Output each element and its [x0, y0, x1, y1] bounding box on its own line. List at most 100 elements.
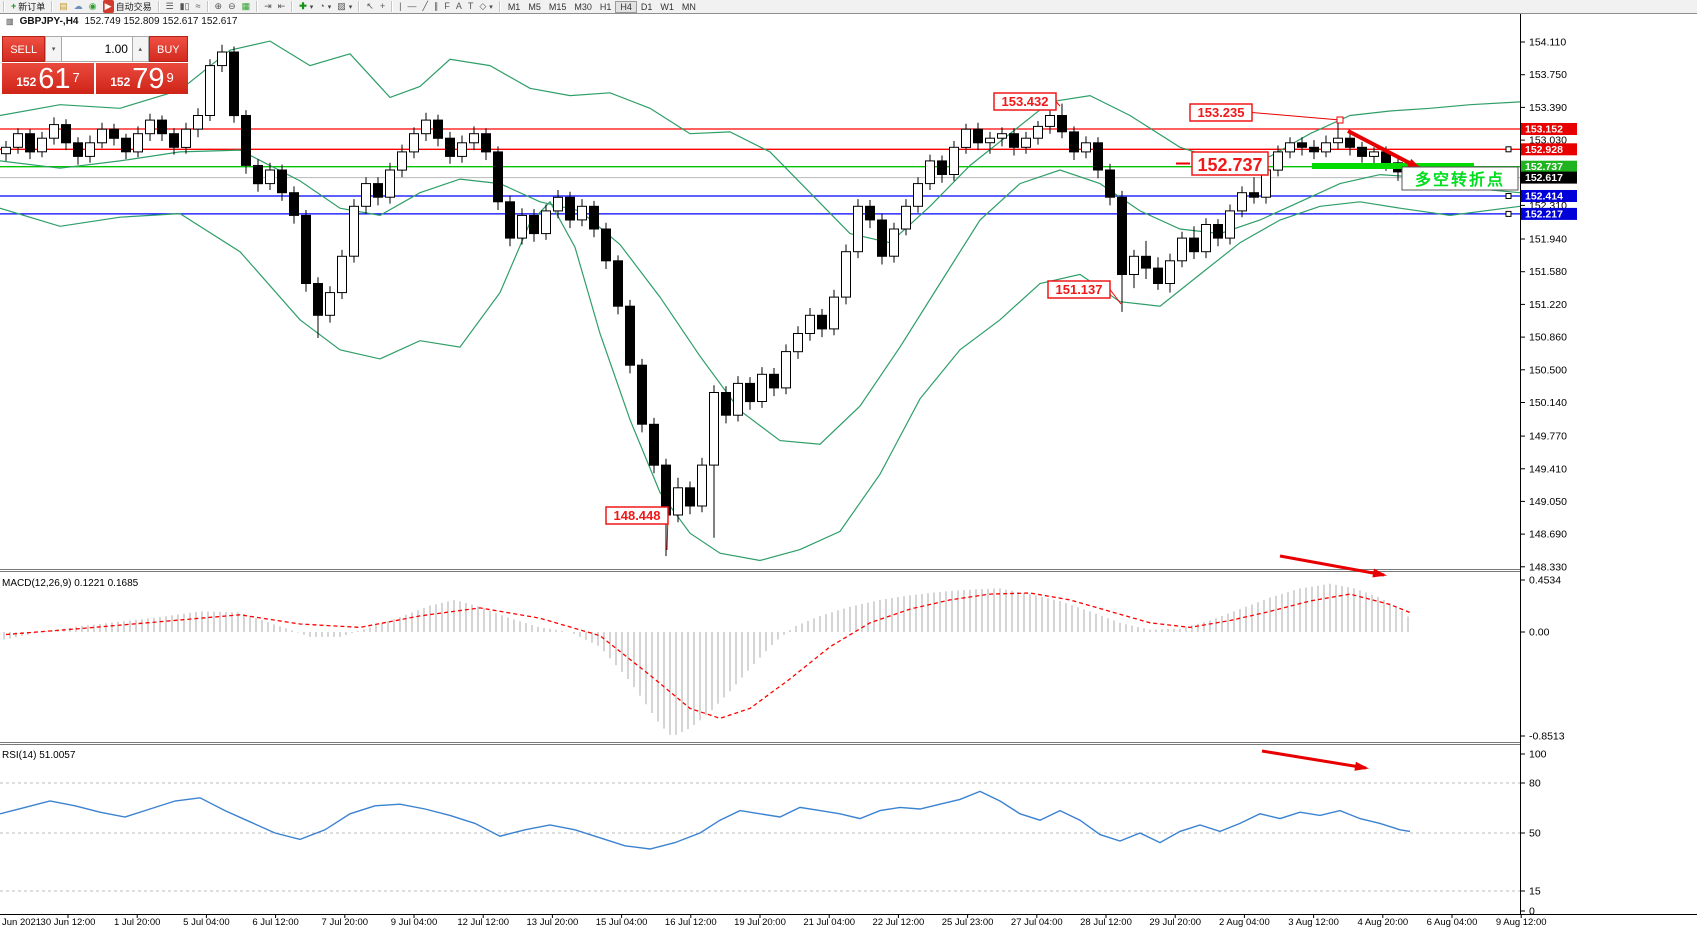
line-handle[interactable] [1505, 210, 1512, 217]
bollinger-bands [0, 40, 1521, 562]
zoom-in-button[interactable]: ⊕ [212, 0, 226, 13]
price-axis[interactable]: 154.110153.750153.390153.030152.310151.9… [1505, 14, 1697, 918]
timeframe-d1-button[interactable]: D1 [640, 1, 653, 12]
candle [1081, 142, 1091, 153]
fibonacci-button[interactable]: F [441, 0, 453, 13]
sell-price-panel[interactable]: 152 61 7 [2, 63, 94, 94]
timeframe-m15-button[interactable]: M15 [548, 1, 567, 12]
candle [1237, 192, 1247, 212]
chevron-down-icon: ▾ [327, 3, 332, 11]
price-annotation-153.235[interactable]: 153.235 [1189, 103, 1344, 124]
svg-text:149.410: 149.410 [1529, 463, 1567, 475]
svg-text:154.110: 154.110 [1529, 37, 1566, 49]
macd-trend-arrow[interactable] [1279, 554, 1387, 578]
buy-button[interactable]: BUY [148, 36, 188, 62]
zoom-out-button[interactable]: ⊖ [225, 0, 239, 13]
vertical-line-button[interactable]: | [396, 0, 404, 13]
rsi-trend-arrow[interactable] [1261, 749, 1369, 771]
chart-mini-icon: ▥ [6, 17, 14, 26]
timeframe-m5-button[interactable]: M5 [528, 1, 541, 12]
sell-button[interactable]: SELL [2, 36, 46, 62]
svg-text:2 Aug 04:00: 2 Aug 04:00 [1219, 917, 1270, 928]
cn-note-box[interactable]: 多空转折点 [1401, 166, 1519, 191]
candle [685, 487, 695, 507]
sell-price-big-figure: 152 [16, 75, 37, 89]
annotations[interactable]: 153.432 153.235 152.737 151.137 148.448 多空转折点 [605, 92, 1519, 771]
candle [637, 364, 647, 425]
candle [97, 128, 107, 144]
timeframe-m1-button[interactable]: M1 [507, 1, 521, 12]
volume-input[interactable] [61, 36, 132, 62]
candle [613, 260, 623, 307]
candle [277, 169, 287, 194]
line-handle[interactable] [1505, 146, 1512, 153]
bar-chart-mode-button[interactable]: ☰ [163, 0, 177, 13]
tile-windows-button[interactable]: ▦ [239, 0, 254, 13]
candle [1057, 115, 1067, 133]
candle [457, 142, 467, 157]
candle [757, 373, 767, 402]
trendline-button[interactable]: ╱ [419, 0, 430, 13]
buy-price-panel[interactable]: 152 79 9 [96, 63, 188, 94]
candle [469, 133, 479, 144]
horizontal-line-icon: — [407, 1, 417, 11]
candle [421, 119, 431, 135]
timeframe-h1-button[interactable]: H1 [599, 1, 612, 12]
candle [841, 251, 851, 298]
candle [73, 142, 83, 157]
crosshair-button[interactable]: + [377, 0, 388, 13]
svg-text:1 Jul 20:00: 1 Jul 20:00 [114, 917, 160, 928]
chevron-down-icon: ▾ [309, 3, 314, 11]
timeframe-h4-button[interactable]: H4 [615, 0, 637, 13]
svg-text:4 Aug 20:00: 4 Aug 20:00 [1357, 917, 1408, 928]
equidistant-channel-button[interactable]: ∥ [431, 0, 442, 13]
timeframe-m30-button[interactable]: M30 [574, 1, 592, 12]
candlestick-mode-button[interactable]: ▮▯ [177, 0, 193, 13]
new-order-button[interactable]: + 新订单 [8, 0, 48, 13]
candle [733, 382, 743, 416]
line-handle[interactable] [1505, 193, 1512, 199]
price-annotation-148.448[interactable]: 148.448 [605, 506, 669, 551]
price-annotation-152.737[interactable]: 152.737 [1176, 151, 1269, 176]
auto-scroll-button[interactable]: ⇤ [275, 0, 289, 13]
macd-label: MACD(12,26,9) 0.1221 0.1685 [2, 578, 139, 589]
periods-button[interactable]: ◔ ▾ [316, 0, 334, 13]
signals-button[interactable]: ◉ [86, 0, 100, 13]
svg-text:149.050: 149.050 [1529, 496, 1567, 508]
candle [1273, 151, 1283, 171]
svg-text:7 Jul 20:00: 7 Jul 20:00 [322, 917, 368, 928]
text-button[interactable]: A [453, 0, 465, 13]
candle [1321, 142, 1331, 153]
auto-trading-button[interactable]: ▶ 自动交易 [100, 0, 155, 13]
timeframe-mn-button[interactable]: MN [681, 1, 696, 12]
candle [1189, 237, 1199, 253]
shapes-button[interactable]: ◇ ▾ [476, 0, 495, 13]
candle [997, 133, 1007, 139]
candle [505, 201, 515, 239]
price-annotation-151.137[interactable]: 151.137 [1047, 280, 1122, 305]
timeframe-w1-button[interactable]: W1 [660, 1, 674, 12]
svg-text:151.137: 151.137 [1056, 282, 1103, 297]
data-center-button[interactable]: ☁ [71, 0, 86, 13]
candle [1117, 196, 1127, 275]
text-label-button[interactable]: T [465, 0, 477, 13]
cursor-button[interactable]: ↖ [363, 0, 377, 13]
svg-text:152.414: 152.414 [1525, 190, 1563, 202]
indicators-button[interactable]: ✚ ▾ [296, 0, 316, 13]
templates-button[interactable]: ▨ ▾ [334, 0, 355, 13]
svg-text:29 Jul 20:00: 29 Jul 20:00 [1149, 917, 1201, 928]
time-axis[interactable]: Jun 2021 30 Jun 12:00 1 Jul 20:00 5 Jul 04:… [0, 914, 1697, 928]
svg-text:152.928: 152.928 [1525, 144, 1563, 156]
svg-text:16 Jul 12:00: 16 Jul 12:00 [665, 917, 717, 928]
volume-increase-button[interactable]: ▴ [131, 36, 149, 62]
new-order-icon: + [11, 1, 17, 11]
volume-decrease-button[interactable]: ▾ [45, 36, 62, 62]
market-watch-button[interactable]: ▤ [56, 0, 71, 13]
price-annotation-153.432[interactable]: 153.432 [993, 92, 1061, 111]
line-chart-mode-button[interactable]: ≈ [193, 0, 204, 13]
price-badge-152.928 [1521, 143, 1577, 156]
horizontal-line-button[interactable]: — [404, 0, 419, 13]
svg-text:0.00: 0.00 [1529, 627, 1550, 639]
chart-shift-button[interactable]: ⇥ [261, 0, 275, 13]
